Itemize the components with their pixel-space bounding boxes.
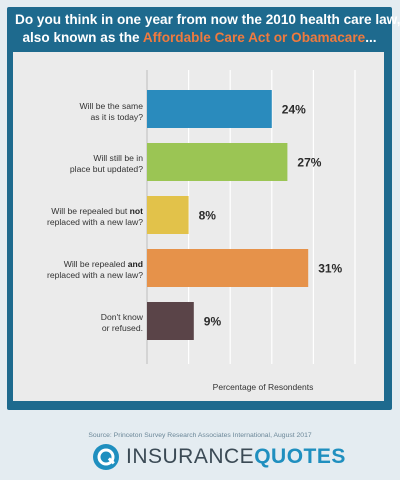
title-line-2: also known as the Affordable Care Act or… bbox=[15, 29, 384, 47]
bar bbox=[147, 249, 309, 287]
logo-wordmark-part-2: QUOTES bbox=[254, 445, 346, 468]
bar-value-label: 8% bbox=[199, 209, 217, 223]
category-label-repealed-replaced-line-2: replaced with a new law? bbox=[46, 270, 143, 280]
bar bbox=[147, 143, 288, 181]
category-label-repealed-not-replaced-line-1a: Will be repealed but bbox=[51, 206, 130, 216]
bar-value-label: 9% bbox=[204, 315, 222, 329]
bar bbox=[147, 196, 189, 234]
title-highlight: Affordable Care Act or Obamacare bbox=[142, 30, 366, 45]
bar bbox=[147, 90, 272, 128]
category-label-updated-line-2: place but updated? bbox=[69, 164, 143, 174]
category-label-repealed-not-replaced: Will be repealed but not replaced with a… bbox=[13, 206, 143, 228]
bar-value-label: 27% bbox=[297, 156, 321, 170]
category-label-repealed-replaced-emphasis: and bbox=[127, 259, 143, 269]
source-note: Source: Princeton Survey Research Associ… bbox=[88, 432, 312, 439]
category-label-same-line-1: Will be the same bbox=[79, 101, 143, 111]
bar bbox=[147, 302, 194, 340]
category-label-repealed-replaced-line-1a: Will be repealed bbox=[63, 259, 128, 269]
bar-value-label: 31% bbox=[318, 262, 342, 276]
chart-panel: 24% 27% 8% 31% 9% Will be the same as it is … bbox=[13, 52, 384, 401]
chart-title: Do you think in one year from now the 20… bbox=[7, 7, 400, 51]
title-line-2-suffix: ... bbox=[365, 30, 377, 45]
category-label-repealed-not-replaced-line-2: replaced with a new law? bbox=[46, 217, 143, 227]
category-label-same: Will be the same as it is today? bbox=[13, 101, 143, 123]
brand-logo: INSURANCEQUOTES bbox=[92, 442, 346, 472]
bar-chart: 24% 27% 8% 31% 9% bbox=[146, 70, 356, 364]
category-label-repealed-not-replaced-emphasis: not bbox=[129, 206, 143, 216]
category-label-same-line-2: as it is today? bbox=[90, 112, 143, 122]
logo-wordmark-part-1: INSURANCE bbox=[126, 445, 255, 468]
category-label-dont-know-line-1: Don't know bbox=[100, 312, 143, 322]
title-line-2-prefix: also known as the bbox=[22, 30, 143, 45]
category-label-dont-know-line-2: or refused. bbox=[101, 323, 143, 333]
bar-value-label: 24% bbox=[282, 103, 306, 117]
title-line-1: Do you think in one year from now the 20… bbox=[15, 12, 400, 27]
category-label-dont-know: Don't know or refused. bbox=[13, 312, 143, 334]
logo-wordmark: INSURANCEQUOTES bbox=[126, 445, 346, 469]
category-label-updated: Will still be in place but updated? bbox=[13, 153, 143, 175]
category-label-updated-line-1: Will still be in bbox=[93, 153, 143, 163]
x-axis-label: Percentage of Resondents bbox=[212, 382, 314, 392]
insurancequotes-logo-icon bbox=[93, 444, 119, 470]
category-label-repealed-replaced: Will be repealed and replaced with a new… bbox=[13, 259, 143, 281]
